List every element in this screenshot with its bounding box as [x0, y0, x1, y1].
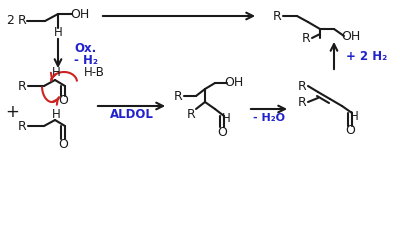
Text: H-B: H-B: [84, 66, 105, 78]
Text: ALDOL: ALDOL: [110, 107, 154, 121]
Text: +: +: [5, 103, 19, 121]
Text: R: R: [187, 107, 195, 121]
Text: R: R: [298, 80, 306, 92]
Text: - H₂: - H₂: [74, 54, 98, 66]
Text: H: H: [350, 110, 358, 123]
Text: H: H: [222, 113, 230, 125]
Text: R: R: [302, 32, 310, 44]
Text: O: O: [217, 125, 227, 139]
Text: - H₂O: - H₂O: [253, 113, 285, 123]
Text: R: R: [298, 95, 306, 109]
Text: O: O: [345, 124, 355, 138]
Text: H: H: [52, 107, 60, 121]
Text: R: R: [174, 89, 182, 102]
Text: 2: 2: [6, 15, 14, 28]
Text: O: O: [58, 138, 68, 150]
Text: OH: OH: [224, 77, 244, 89]
Text: H: H: [52, 66, 60, 80]
Text: H: H: [54, 26, 62, 40]
Text: OH: OH: [341, 29, 361, 43]
Text: R: R: [273, 10, 281, 22]
Text: R: R: [18, 120, 26, 132]
Text: OH: OH: [70, 7, 90, 21]
Text: + 2 H₂: + 2 H₂: [346, 50, 387, 62]
Text: Ox.: Ox.: [74, 43, 96, 55]
Text: R: R: [18, 80, 26, 92]
Text: O: O: [58, 95, 68, 107]
Text: R: R: [18, 15, 26, 28]
